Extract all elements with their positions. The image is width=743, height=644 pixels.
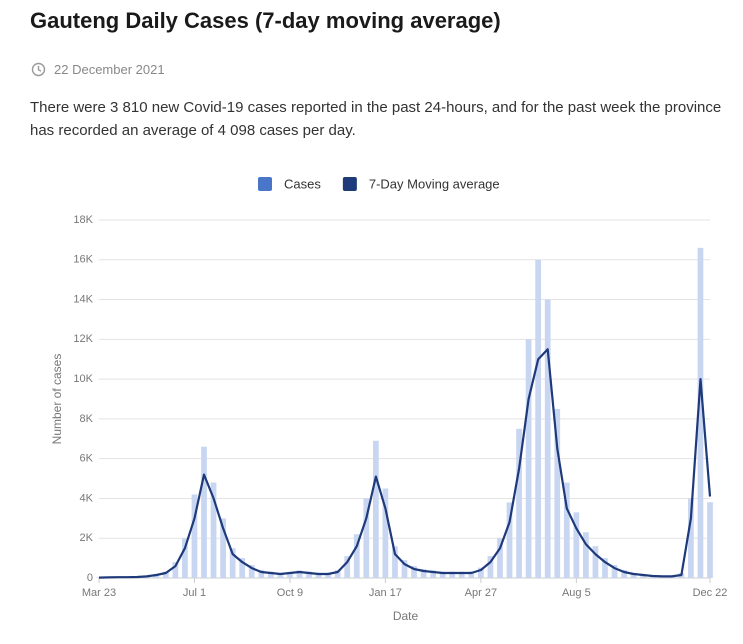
y-tick-label: 0 [87,572,93,584]
bar [248,565,255,578]
x-tick-label: Oct 9 [277,587,303,599]
legend-item: Cases [258,176,321,191]
bar [430,570,437,578]
bar [468,571,475,578]
y-tick-label: 16K [73,254,93,266]
bar [191,494,198,578]
x-tick-label: Aug 5 [562,587,591,599]
moving-average-line [98,348,712,579]
y-tick-label: 14K [73,293,93,305]
bar [258,570,265,578]
y-tick-label: 2K [80,532,94,544]
legend-label: 7-Day Moving average [369,176,500,191]
bar [554,408,561,578]
bar [411,566,417,578]
bar [525,339,532,578]
bar [497,538,503,578]
bar [697,247,704,578]
y-tick-label: 18K [73,214,93,226]
y-tick-label: 8K [80,413,94,425]
bar [382,488,389,578]
bar [229,548,236,578]
bar [478,567,484,578]
bar [563,482,570,578]
bar [630,572,637,578]
bar [573,512,580,578]
y-tick-label: 10K [73,373,93,385]
bar [621,570,627,578]
date: 22 December 2021 [54,62,165,77]
bar [592,546,599,578]
y-tick-label: 4K [80,492,94,504]
bar [602,558,608,578]
x-axis-label: Date [393,609,419,623]
bar [325,572,331,578]
bar [182,538,188,578]
bar [420,569,427,578]
bar [487,556,494,578]
bar [162,571,169,578]
bar [267,571,274,578]
x-tick-label: Jan 17 [369,587,402,599]
bar [353,534,360,578]
x-tick-label: Dec 22 [693,587,728,599]
legend-swatch [342,177,357,191]
bar [277,572,284,578]
x-tick-label: Jul 1 [183,587,206,599]
bar [220,518,226,578]
x-tick-label: Mar 23 [82,587,116,599]
bar [344,556,351,578]
bar [506,502,513,578]
bar [315,572,322,578]
bar [172,562,179,578]
bar [583,532,589,578]
bar [392,546,398,578]
bar [449,571,456,578]
description: There were 3 810 new Covid-19 cases repo… [30,99,722,139]
chart-title: Gauteng Daily Cases (7-day moving averag… [30,8,501,33]
bar [201,446,207,578]
bar [334,570,341,578]
legend-label: Cases [284,176,321,191]
bar [439,571,446,578]
bar [401,560,408,578]
legend-swatch [258,177,272,191]
y-axis-label: Number of cases [50,354,64,445]
bar [535,259,542,578]
clock-icon [31,62,46,77]
bar [296,570,303,578]
bar [96,577,102,578]
bar [363,498,370,578]
bar [458,571,465,578]
bar [611,565,618,578]
bar [210,482,217,578]
y-tick-label: 12K [73,333,93,345]
bar [287,572,293,578]
y-tick-label: 6K [80,453,94,465]
bar [306,571,312,578]
bar [688,498,694,578]
legend-item: 7-Day Moving average [342,176,500,191]
bar [544,299,551,578]
bar [707,502,713,578]
bar [372,440,379,578]
bar [239,558,246,578]
x-tick-label: Apr 27 [465,587,497,599]
bar [516,428,522,578]
